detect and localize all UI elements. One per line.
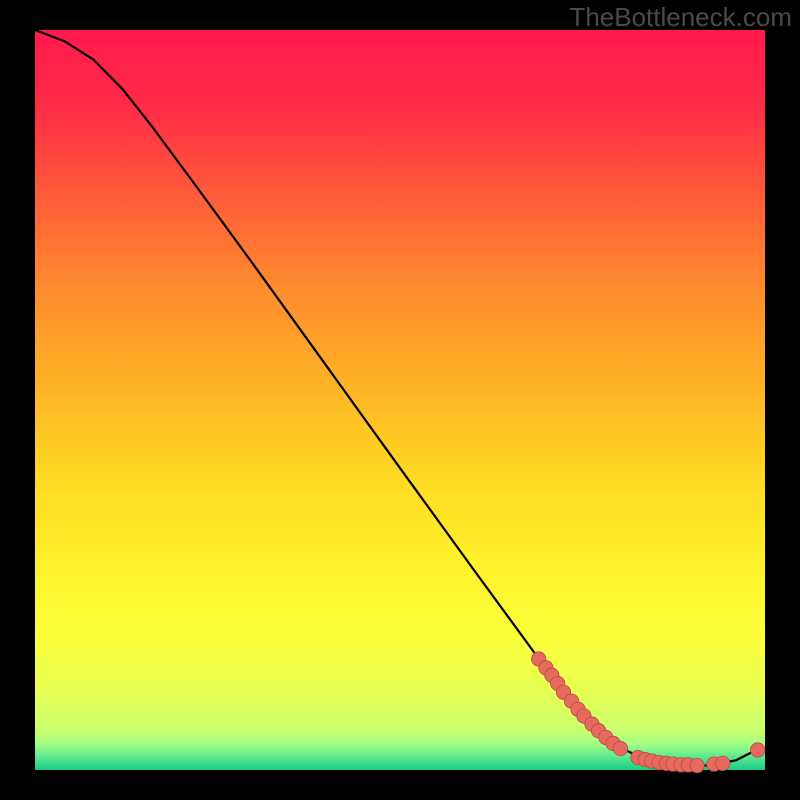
- data-marker: [613, 741, 627, 755]
- data-marker: [690, 758, 704, 772]
- chart-svg: [0, 0, 800, 800]
- plot-background: [35, 30, 765, 770]
- data-marker: [751, 743, 765, 757]
- data-marker: [715, 756, 729, 770]
- watermark-text: TheBottleneck.com: [569, 2, 792, 33]
- chart-stage: TheBottleneck.com: [0, 0, 800, 800]
